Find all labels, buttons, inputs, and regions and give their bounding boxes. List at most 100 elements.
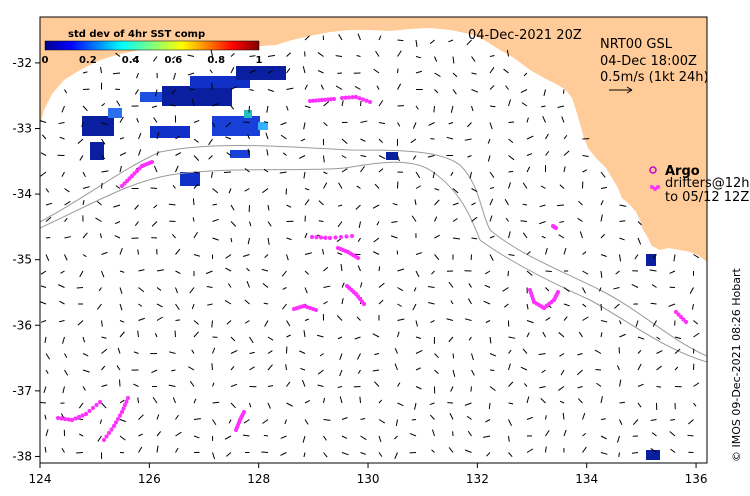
current-vector [357,237,361,242]
colorbar-tick-label: 0.6 [165,55,183,66]
current-vector [360,282,363,288]
current-vector [209,69,213,74]
current-vector [136,72,139,79]
current-vector [508,381,514,387]
colorbar-tick-label: 0.8 [207,55,225,66]
current-vector [508,254,515,257]
current-vector [323,452,328,458]
current-vector [542,331,546,338]
current-vector [397,382,401,387]
current-vector [323,285,331,288]
current-vector [355,204,361,210]
current-vector [469,171,472,179]
current-vector [357,369,361,374]
current-vector [302,435,306,443]
current-vector [316,334,324,338]
current-vector [134,204,139,210]
current-vector [138,446,143,453]
drifter-point [346,95,352,100]
current-vector [563,429,567,437]
current-vector [101,138,106,145]
current-vector [650,419,657,421]
current-vector [189,287,195,294]
drifter-point [104,434,109,439]
current-vector [230,402,236,409]
current-vector [151,221,158,227]
current-vector [134,221,139,227]
current-vector [508,231,511,239]
longitude-axis: 124 126 128 130 132 134 136 [29,463,708,486]
current-vector [101,155,106,160]
current-vector [508,99,512,107]
current-vector [119,331,125,338]
current-vector [58,122,65,125]
current-vector [40,320,47,323]
current-vector [132,56,139,61]
current-vector [471,369,475,376]
current-vector [582,169,588,173]
current-vector [434,89,439,94]
drifter-point [683,319,689,325]
current-vector [450,105,454,113]
current-vector [100,66,102,74]
current-vector [193,138,199,143]
drifter-point [73,416,78,421]
current-vector [378,35,382,41]
current-vector [341,155,347,159]
current-vector [323,155,325,163]
current-vector [57,284,65,288]
current-vector [175,152,182,156]
current-vector [82,232,88,239]
current-vector [193,155,200,161]
current-vector [193,331,199,338]
current-vector [175,248,181,255]
current-vector [691,303,694,310]
current-vector [156,151,159,156]
current-vector [415,349,423,354]
current-vector [372,369,380,372]
drifter-point [69,417,75,423]
current-vector [282,152,287,156]
current-vector [600,186,607,189]
current-vector [82,199,85,206]
current-vector [415,70,422,74]
current-vector [64,353,68,359]
current-vector [526,448,534,453]
current-vector [523,72,528,77]
current-vector [212,419,217,426]
current-vector [471,89,479,93]
current-vector [264,254,269,258]
current-vector [358,221,361,229]
current-vector [248,105,250,113]
current-vector [656,386,662,388]
current-vector [341,417,348,420]
current-vector [506,49,509,57]
current-vector [226,152,232,156]
current-vector [101,365,106,371]
current-vector [434,199,440,206]
current-vector [82,386,86,391]
current-vector [338,34,343,41]
current-vector [242,254,250,257]
current-vector [119,287,123,294]
current-vector [448,281,454,288]
current-vector [489,105,496,108]
current-vector [175,447,179,453]
current-vector [637,221,642,226]
drifter-point [241,409,247,415]
current-vector [189,380,195,387]
current-vector [101,270,105,278]
current-vector [619,254,622,262]
current-vector [508,155,515,161]
current-vector [59,136,65,140]
lat-tick-label: -33 [12,122,32,136]
current-vector [448,122,454,125]
current-vector [415,105,419,110]
current-vector [470,386,472,392]
current-vector [489,198,494,206]
current-vector [392,202,398,206]
drifter-point [122,402,128,408]
current-vector [323,171,328,175]
lon-tick-label: 126 [138,472,161,486]
